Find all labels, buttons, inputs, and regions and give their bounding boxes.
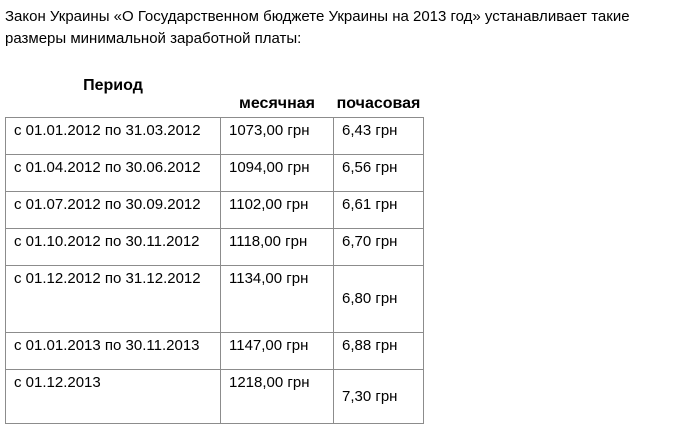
monthly-cell: 1073,00 грн bbox=[220, 116, 334, 155]
hourly-cell: 6,43 грн bbox=[333, 116, 424, 155]
column-header-period: Период bbox=[83, 77, 143, 94]
period-cell: с 01.12.2012 по 31.12.2012 bbox=[5, 264, 221, 333]
table-header: Период месячная почасовая bbox=[6, 76, 424, 117]
monthly-cell: 1134,00 грн bbox=[220, 264, 334, 333]
hourly-cell: 6,56 грн bbox=[333, 153, 424, 192]
table-row: с 01.10.2012 по 30.11.2012 1118,00 грн 6… bbox=[5, 227, 424, 266]
period-cell: с 01.01.2013 по 30.11.2013 bbox=[5, 331, 221, 370]
hourly-cell: 7,30 грн bbox=[333, 368, 424, 424]
hourly-cell: 6,80 грн bbox=[333, 264, 424, 333]
hourly-cell: 6,70 грн bbox=[333, 227, 424, 266]
table-row: с 01.01.2012 по 31.03.2012 1073,00 грн 6… bbox=[5, 116, 424, 155]
intro-paragraph: Закон Украины «О Государственном бюджете… bbox=[5, 8, 630, 47]
wage-table: Период месячная почасовая с 01.01.2012 п… bbox=[5, 76, 424, 424]
table-row: с 01.07.2012 по 30.09.2012 1102,00 грн 6… bbox=[5, 190, 424, 229]
column-header-monthly: месячная bbox=[239, 94, 315, 112]
header-row: Период месячная почасовая bbox=[6, 76, 424, 117]
table-row: с 01.01.2013 по 30.11.2013 1147,00 грн 6… bbox=[5, 331, 424, 370]
monthly-cell: 1102,00 грн bbox=[220, 190, 334, 229]
table-body: с 01.01.2012 по 31.03.2012 1073,00 грн 6… bbox=[5, 116, 424, 424]
period-cell: с 01.07.2012 по 30.09.2012 bbox=[5, 190, 221, 229]
monthly-cell: 1118,00 грн bbox=[220, 227, 334, 266]
hourly-cell: 6,61 грн bbox=[333, 190, 424, 229]
period-cell: с 01.10.2012 по 30.11.2012 bbox=[5, 227, 221, 266]
hourly-cell: 6,88 грн bbox=[333, 331, 424, 370]
monthly-cell: 1147,00 грн bbox=[220, 331, 334, 370]
monthly-cell: 1094,00 грн bbox=[220, 153, 334, 192]
table-row: с 01.12.2013 1218,00 грн 7,30 грн bbox=[5, 368, 424, 424]
period-cell: с 01.12.2013 bbox=[5, 368, 221, 424]
column-header-hourly: почасовая bbox=[336, 94, 421, 112]
monthly-cell: 1218,00 грн bbox=[220, 368, 334, 424]
table-row: с 01.12.2012 по 31.12.2012 1134,00 грн 6… bbox=[5, 264, 424, 333]
period-cell: с 01.04.2012 по 30.06.2012 bbox=[5, 153, 221, 192]
period-cell: с 01.01.2012 по 31.03.2012 bbox=[5, 116, 221, 155]
table-row: с 01.04.2012 по 30.06.2012 1094,00 грн 6… bbox=[5, 153, 424, 192]
